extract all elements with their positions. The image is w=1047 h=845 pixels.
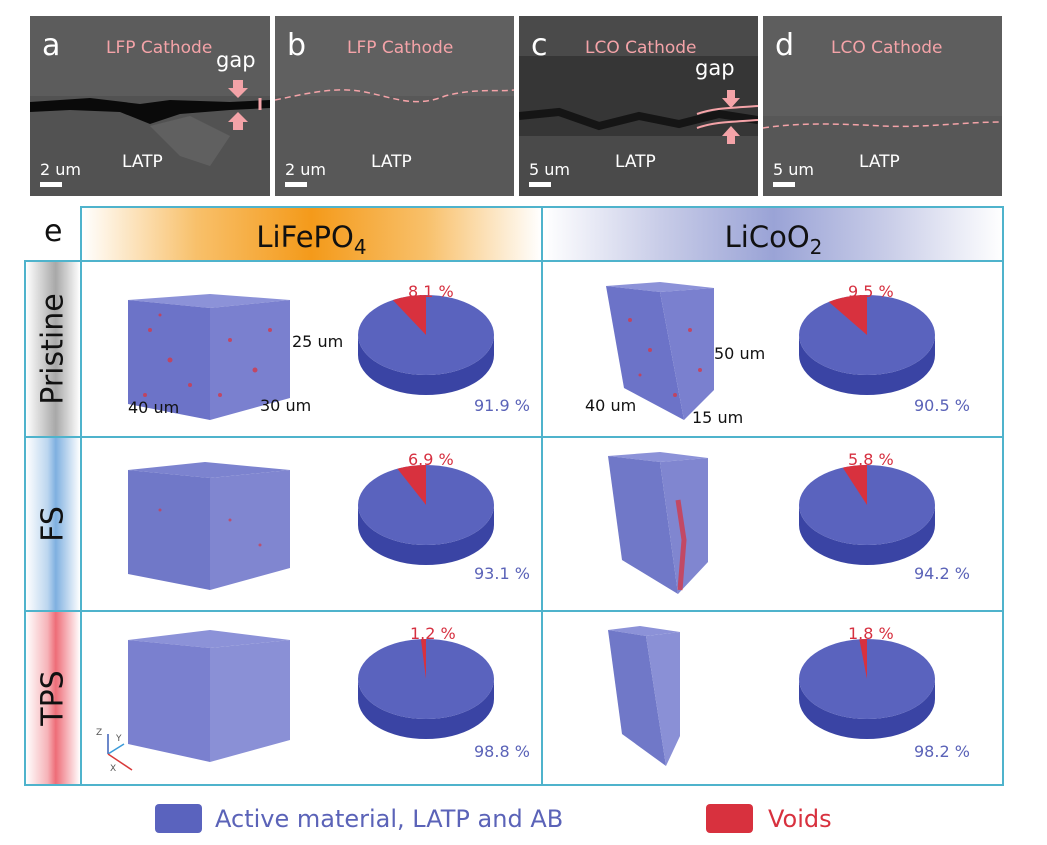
- sem-panel-c: c LCO Cathode gap LATP 5 um: [519, 16, 758, 196]
- panel-letter-e: e: [44, 214, 63, 249]
- pie-active-label: 98.2 %: [914, 742, 970, 761]
- pie-slice-voids: [392, 295, 426, 335]
- sem-panel-b: b LFP Cathode LATP 2 um: [275, 16, 514, 196]
- scale-label: 5 um: [529, 160, 570, 179]
- pie-void-label: 1.8 %: [848, 624, 894, 643]
- scale-bar: [40, 182, 62, 187]
- lfp-dim-width: 40 um: [128, 398, 180, 417]
- pie-slice-voids: [420, 639, 426, 679]
- pie-slice-voids: [828, 295, 867, 335]
- gap-label: gap: [216, 48, 256, 72]
- grid-line: [1002, 206, 1004, 786]
- lfp-header: LiFePO4: [82, 208, 541, 260]
- sem-panel-d: d LCO Cathode LATP 5 um: [763, 16, 1002, 196]
- cathode-label: LFP Cathode: [106, 38, 213, 58]
- scale-bar: [529, 182, 551, 187]
- grid-line: [24, 610, 1004, 612]
- grid-line: [80, 206, 82, 786]
- pie-side: [799, 679, 935, 739]
- lco-dim-depth: 15 um: [692, 408, 744, 427]
- lfp-dim-depth: 30 um: [260, 396, 312, 415]
- lco-pristine-volume: [606, 282, 714, 420]
- scale-bar: [285, 182, 307, 187]
- row-label-tps: TPS: [26, 612, 80, 784]
- lco-header: LiCoO2: [544, 208, 1003, 260]
- grid-line: [541, 206, 543, 786]
- grid-line: [24, 784, 1004, 786]
- axis-triad: [107, 734, 133, 771]
- lco-dim-height: 50 um: [714, 344, 766, 363]
- row-label-fs: FS: [26, 438, 80, 610]
- panel-letter: d: [775, 28, 795, 63]
- axis-z-label: Z: [96, 728, 103, 738]
- pie-side: [358, 505, 494, 565]
- panel-letter: a: [42, 28, 61, 63]
- sem-panel-a: a LFP Cathode gap LATP 2 um: [30, 16, 270, 196]
- legend-label-active: Active material, LATP and AB: [215, 805, 564, 833]
- lfp-title: LiFePO4: [256, 220, 367, 259]
- pie-chart: [799, 295, 935, 395]
- lco-fs-volume: [608, 452, 708, 594]
- pie-void-label: 9.5 %: [848, 282, 894, 301]
- pie-active-label: 93.1 %: [474, 564, 530, 583]
- gap-label: gap: [695, 56, 735, 80]
- grid-line: [24, 436, 1004, 438]
- pie-chart: [799, 465, 935, 565]
- pie-chart: [358, 295, 494, 395]
- grid-line: [24, 260, 1004, 262]
- scale-bar: [773, 182, 795, 187]
- pie-active-label: 90.5 %: [914, 396, 970, 415]
- cathode-label: LCO Cathode: [585, 38, 697, 58]
- pie-side: [358, 335, 494, 395]
- sem-image-d: [763, 16, 1002, 196]
- sem-image-a: [30, 16, 270, 196]
- latp-label: LATP: [371, 152, 412, 172]
- latp-label: LATP: [122, 152, 163, 172]
- latp-label: LATP: [859, 152, 900, 172]
- lco-title: LiCoO2: [724, 220, 823, 259]
- legend-swatch-voids: [706, 804, 753, 833]
- lfp-tps-volume: [128, 630, 290, 762]
- lfp-dim-height: 25 um: [292, 332, 344, 351]
- scale-label: 5 um: [773, 160, 814, 179]
- pie-active-label: 94.2 %: [914, 564, 970, 583]
- gap-arrows: [228, 80, 248, 130]
- pie-void-label: 6.9 %: [408, 450, 454, 469]
- pie-slice-voids: [859, 639, 867, 679]
- pie-chart: [358, 639, 494, 739]
- pie-slice-voids: [397, 465, 426, 505]
- lco-tps-volume: [608, 626, 680, 766]
- panel-letter: b: [287, 28, 307, 63]
- cathode-label: LFP Cathode: [347, 38, 454, 58]
- cathode-label: LCO Cathode: [831, 38, 943, 58]
- pie-side: [799, 505, 935, 565]
- sem-image-b: [275, 16, 514, 196]
- pie-side: [358, 679, 494, 739]
- axis-y-label: Y: [116, 734, 122, 744]
- scale-label: 2 um: [285, 160, 326, 179]
- pie-void-label: 5.8 %: [848, 450, 894, 469]
- pie-void-label: 8.1 %: [408, 282, 454, 301]
- pie-chart: [799, 639, 935, 739]
- legend-swatch-active: [155, 804, 202, 833]
- latp-label: LATP: [615, 152, 656, 172]
- lfp-fs-volume: [128, 462, 290, 590]
- pie-chart: [358, 465, 494, 565]
- axis-x-label: X: [110, 764, 117, 774]
- row-label-pristine: Pristine: [26, 262, 80, 436]
- lco-dim-width: 40 um: [585, 396, 637, 415]
- grid-line: [24, 260, 26, 786]
- lfp-pristine-volume: [128, 294, 290, 420]
- sem-image-c: [519, 16, 758, 196]
- legend-label-voids: Voids: [768, 805, 832, 833]
- pie-active-label: 91.9 %: [474, 396, 530, 415]
- pie-slice-voids: [842, 465, 867, 505]
- pie-void-label: 1.2 %: [410, 624, 456, 643]
- panel-letter: c: [531, 28, 548, 63]
- pie-side: [799, 335, 935, 395]
- pie-active-label: 98.8 %: [474, 742, 530, 761]
- scale-label: 2 um: [40, 160, 81, 179]
